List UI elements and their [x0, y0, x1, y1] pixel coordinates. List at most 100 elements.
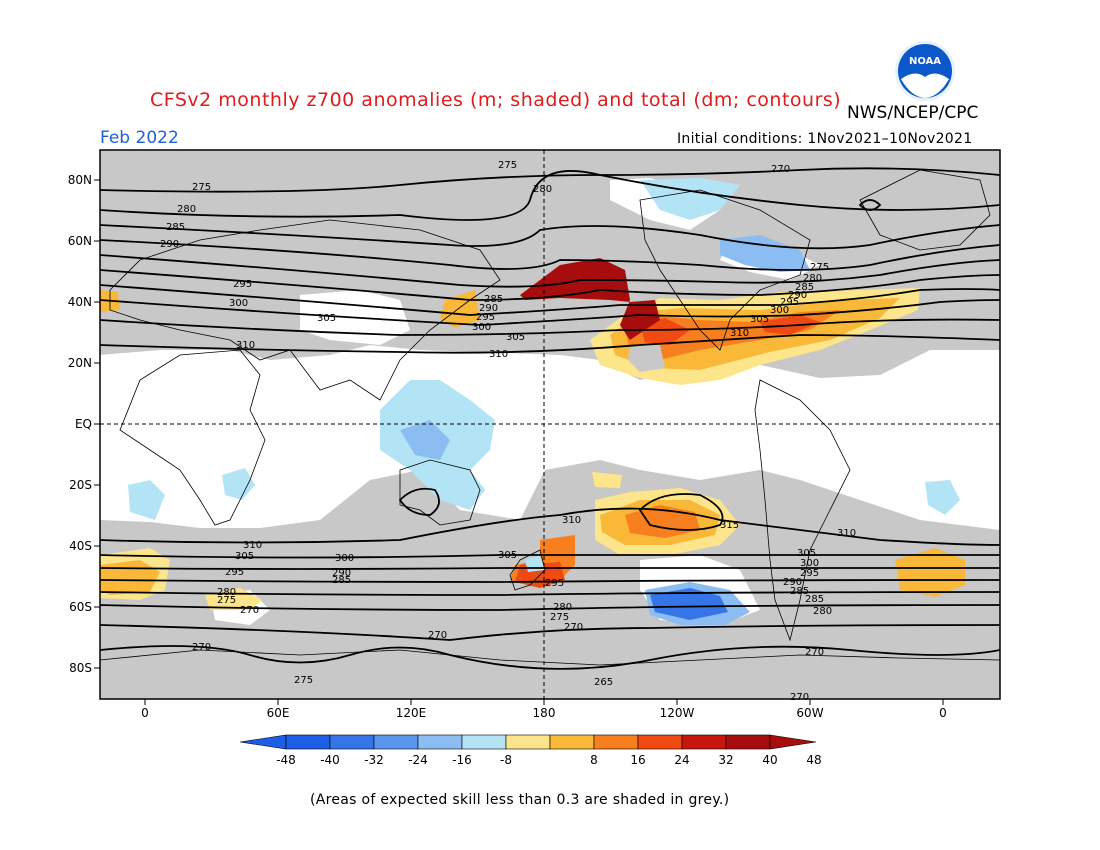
- colorbar-swatch: [725, 734, 771, 750]
- contour-label: 305: [750, 314, 769, 325]
- contour-label: 280: [553, 602, 572, 613]
- lat-label: 80N: [67, 173, 92, 187]
- contour-label: 285: [166, 222, 185, 233]
- contour-label: 290: [332, 568, 351, 579]
- contour-label: 310: [236, 340, 255, 351]
- axis-ticks: [94, 179, 944, 705]
- contour-label: 300: [800, 558, 819, 569]
- contour-label: 310: [489, 349, 508, 360]
- footnote: (Areas of expected skill less than 0.3 a…: [310, 792, 730, 808]
- contour-label: 295: [476, 312, 495, 323]
- lon-label: 0: [939, 706, 947, 720]
- colorbar-tick-label: -40: [320, 753, 340, 767]
- colorbar-tick-label: 24: [674, 753, 689, 767]
- contour-label: 295: [225, 567, 244, 578]
- contour-label: 270: [240, 605, 259, 616]
- contour-label: 310: [243, 540, 262, 551]
- contour-label: 280: [813, 606, 832, 617]
- contour-label: 270: [790, 692, 809, 703]
- lat-label: 20S: [69, 478, 92, 492]
- contour-label: 275: [192, 182, 211, 193]
- colorbar-tick-label: -16: [452, 753, 472, 767]
- contour-label: 305: [235, 551, 254, 562]
- colorbar-swatches: [239, 734, 817, 750]
- lon-label: 120E: [395, 706, 427, 720]
- colorbar-tick-label: 32: [718, 753, 733, 767]
- colorbar-swatch: [285, 734, 331, 750]
- contour-label: 305: [317, 313, 336, 324]
- colorbar: -48 -40 -32 -24 -16 -8 8 16 24 32 40 48: [239, 734, 822, 767]
- contour-label: 290: [783, 577, 802, 588]
- colorbar-swatch: [505, 734, 551, 750]
- lon-label: 60W: [796, 706, 824, 720]
- contour-label: 305: [797, 548, 816, 559]
- contour-labels: 275 270 275 280 280 285 290 295 300 305 …: [160, 160, 856, 703]
- colorbar-swatch: [329, 734, 375, 750]
- contour-label: 280: [803, 273, 822, 284]
- contour-label: 290: [788, 290, 807, 301]
- lat-label: 20N: [67, 356, 92, 370]
- agency-label: NWS/NCEP/CPC: [847, 103, 979, 123]
- contour-label: 285: [790, 586, 809, 597]
- lat-label: 80S: [69, 661, 92, 675]
- colorbar-tick-label: 40: [762, 753, 777, 767]
- colorbar-swatch: [549, 734, 595, 750]
- contour-label: 310: [837, 528, 856, 539]
- colorbar-tick-label: 48: [806, 753, 821, 767]
- lon-label: 120W: [659, 706, 695, 720]
- contour-label: 300: [472, 322, 491, 333]
- contour-label: 310: [730, 328, 749, 339]
- lon-label: 60E: [266, 706, 290, 720]
- contour-label: 310: [562, 515, 581, 526]
- colorbar-arrow-low: [239, 734, 287, 750]
- colorbar-swatch: [681, 734, 727, 750]
- contour-label: 275: [498, 160, 517, 171]
- contour-label: 275: [810, 262, 829, 273]
- lat-label: 40S: [69, 539, 92, 553]
- colorbar-swatch: [373, 734, 419, 750]
- contour-label: 270: [564, 622, 583, 633]
- contour-label: 290: [479, 303, 498, 314]
- contour-label: 275: [217, 595, 236, 606]
- lon-label: 0: [141, 706, 149, 720]
- lat-label: EQ: [74, 417, 92, 431]
- noaa-logo-icon: NOAA: [895, 41, 955, 101]
- contour-label: 270: [771, 164, 790, 175]
- contour-label: 315: [720, 520, 739, 531]
- contour-label: 285: [795, 282, 814, 293]
- colorbar-tick-label: -48: [276, 753, 296, 767]
- contour-label: 265: [594, 677, 613, 688]
- contour-label: 285: [805, 594, 824, 605]
- contour-label: 275: [550, 612, 569, 623]
- contour-label: 305: [506, 332, 525, 343]
- contour-label: 300: [335, 553, 354, 564]
- colorbar-tick-label: 8: [590, 753, 598, 767]
- colorbar-tick-label: -32: [364, 753, 384, 767]
- lat-label: 60N: [67, 234, 92, 248]
- contour-label: 280: [177, 204, 196, 215]
- contour-label: 270: [428, 630, 447, 641]
- colorbar-tick-label: -8: [500, 753, 512, 767]
- height-contours: [100, 167, 1000, 670]
- contour-label: 295: [545, 578, 564, 589]
- lat-label: 60S: [69, 600, 92, 614]
- colorbar-arrow-high: [769, 734, 817, 750]
- contour-label: 295: [780, 297, 799, 308]
- chart-title: CFSv2 monthly z700 anomalies (m; shaded)…: [150, 89, 842, 111]
- colorbar-swatch: [417, 734, 463, 750]
- colorbar-tick-label: -24: [408, 753, 428, 767]
- contour-label: 290: [160, 239, 179, 250]
- initial-conditions: Initial conditions: 1Nov2021–10Nov2021: [677, 131, 973, 147]
- colorbar-ticks: -48 -40 -32 -24 -16 -8 8 16 24 32 40 48: [276, 753, 821, 767]
- contour-label: 295: [800, 568, 819, 579]
- contour-label: 275: [294, 675, 313, 686]
- contour-label: 280: [217, 587, 236, 598]
- contour-label: 305: [498, 550, 517, 561]
- contour-label: 285: [332, 575, 351, 586]
- forecast-period: Feb 2022: [100, 128, 179, 148]
- colorbar-swatch: [461, 734, 507, 750]
- contour-label: 285: [484, 294, 503, 305]
- contour-label: 295: [233, 279, 252, 290]
- contour-label: 270: [192, 642, 211, 653]
